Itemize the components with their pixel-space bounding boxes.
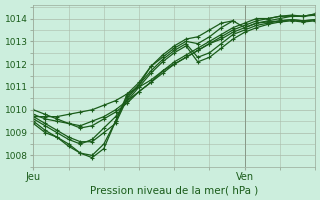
X-axis label: Pression niveau de la mer( hPa ): Pression niveau de la mer( hPa ) xyxy=(90,185,259,195)
